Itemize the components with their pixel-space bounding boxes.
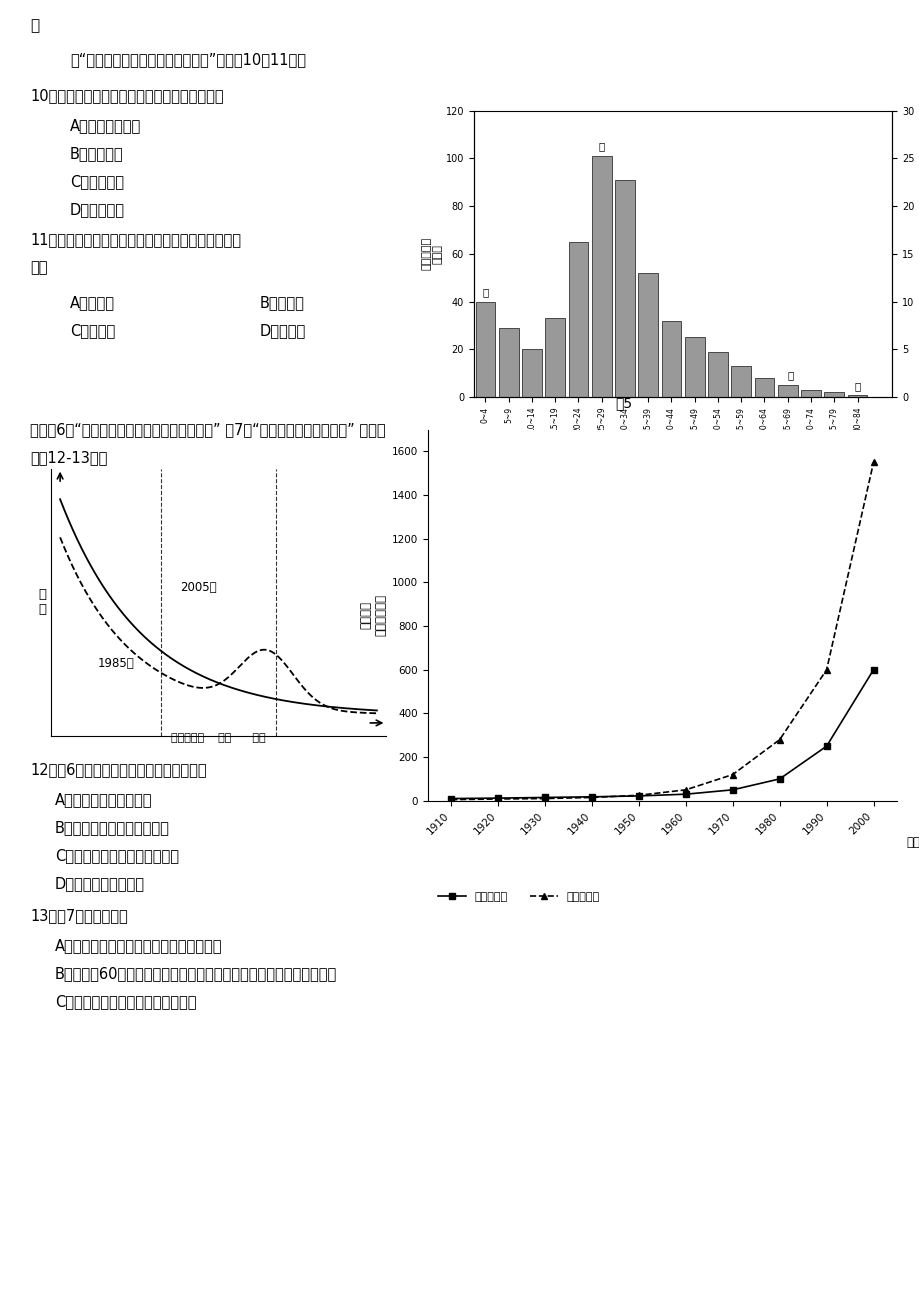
- Text: 下图图6为“某市同一地区不同时期地价曲线图” 图7为“该市城市规模的变化图” 读图，: 下图图6为“某市同一地区不同时期地价曲线图” 图7为“该市城市规模的变化图” 读…: [30, 422, 385, 437]
- Bar: [731, 366, 750, 397]
- Text: 90岁
及以
上: 90岁 及以 上: [880, 457, 893, 479]
- Text: 丁: 丁: [854, 381, 859, 391]
- Text: 丙: 丙: [787, 370, 793, 380]
- Bar: [777, 385, 797, 397]
- 城乡过渡带: [539, 790, 550, 806]
- 城市核心区: [867, 661, 878, 677]
- Bar: [638, 273, 657, 397]
- Text: 12．图6中郊区地价变化的原因最有可能是: 12．图6中郊区地价变化的原因最有可能是: [30, 762, 207, 777]
- Legend: 城市核心区, 城乡过渡带: 城市核心区, 城乡过渡带: [433, 888, 604, 906]
- Text: B．甲、丙: B．甲、丙: [260, 296, 304, 310]
- Text: A．甲、乙: A．甲、乙: [70, 296, 115, 310]
- Text: C．城市规模扩大，出现郊区城市化: C．城市规模扩大，出现郊区城市化: [55, 993, 197, 1009]
- Text: A．中心商务区整体外迁: A．中心商务区整体外迁: [55, 792, 153, 807]
- 城乡过渡带: [820, 661, 831, 677]
- Text: C．政治因素: C．政治因素: [70, 174, 124, 189]
- 城乡过渡带: [726, 767, 737, 783]
- 城市核心区: [773, 771, 784, 786]
- Text: 图6: 图6: [308, 682, 325, 697]
- Text: 13．图7反映了该城市: 13．图7反映了该城市: [30, 907, 128, 923]
- Text: 11．图中甲～丁为不同年龄段的迁移人口，相关明显: 11．图中甲～丁为不同年龄段的迁移人口，相关明显: [30, 232, 241, 247]
- Text: 10．影响该地区人口迁移的主要因素，最可能是: 10．影响该地区人口迁移的主要因素，最可能是: [30, 89, 223, 103]
- Bar: [846, 395, 867, 397]
- 城市核心区: [492, 790, 503, 806]
- Text: 图5: 图5: [614, 396, 631, 410]
- Bar: [708, 352, 727, 397]
- Text: C．郊区基础设施比城区更完善: C．郊区基础设施比城区更完善: [55, 848, 179, 863]
- Bar: [684, 337, 704, 397]
- 城市核心区: [539, 789, 550, 805]
- 城市核心区: [726, 783, 737, 798]
- Text: B．城市规模缩小，用地紧张: B．城市规模缩小，用地紧张: [55, 820, 170, 835]
- Bar: [475, 302, 494, 397]
- 城市核心区: [820, 738, 831, 754]
- 城乡过渡带: [632, 788, 643, 803]
- Text: D．经济因素: D．经济因素: [70, 202, 125, 217]
- Text: A．人口的老龄化: A．人口的老龄化: [70, 118, 142, 133]
- Bar: [823, 392, 844, 397]
- Bar: [545, 319, 564, 397]
- Text: A．城市化水平比较高，城市人口增长趋缓: A．城市化水平比较高，城市人口增长趋缓: [55, 937, 222, 953]
- Text: 乙: 乙: [598, 141, 604, 151]
- Bar: [615, 180, 634, 397]
- Text: 2005年: 2005年: [180, 581, 217, 594]
- Text: （年）: （年）: [905, 836, 919, 849]
- Text: 陵: 陵: [30, 18, 40, 33]
- Bar: [591, 156, 611, 397]
- Bar: [661, 320, 681, 397]
- Line: 城乡过渡带: 城乡过渡带: [448, 458, 876, 803]
- Bar: [498, 328, 518, 397]
- Bar: [568, 242, 587, 397]
- Text: C．乙、丙: C．乙、丙: [70, 323, 115, 339]
- Y-axis label: 不同年龄段
的人口迁移
(%): 不同年龄段 的人口迁移 (%): [916, 238, 919, 270]
- Y-axis label: 城市面积
（平方千米）: 城市面积 （平方千米）: [359, 594, 387, 637]
- 城乡过渡带: [773, 732, 784, 747]
- 城市核心区: [445, 790, 456, 806]
- Text: 读“某地人口迁移与年龄关系示意图”，回等10～11题。: 读“某地人口迁移与年龄关系示意图”，回等10～11题。: [70, 52, 306, 66]
- Text: 1985年: 1985年: [98, 658, 135, 671]
- Text: 的是: 的是: [30, 260, 48, 275]
- 城乡过渡带: [585, 789, 596, 805]
- 城市核心区: [585, 789, 596, 805]
- 城乡过渡带: [867, 454, 878, 470]
- 城市核心区: [632, 788, 643, 803]
- Text: 甲: 甲: [482, 286, 488, 297]
- Y-axis label: 人口迁移数
（万）: 人口迁移数 （万）: [421, 237, 442, 271]
- Text: 市中心市区    郊区      距离: 市中心市区 郊区 距离: [171, 733, 266, 743]
- Text: B．婚姻家庭: B．婚姻家庭: [70, 146, 123, 161]
- 城乡过渡带: [445, 792, 456, 807]
- Text: 完成12-13题。: 完成12-13题。: [30, 450, 108, 465]
- Text: B．上世纪60年代以前，城市核心区面积增长速度明显高于城乡过渡带: B．上世纪60年代以前，城市核心区面积增长速度明显高于城乡过渡带: [55, 966, 337, 980]
- Y-axis label: 地
价: 地 价: [39, 589, 46, 616]
- Bar: [754, 378, 774, 397]
- Text: D．乙、丁: D．乙、丁: [260, 323, 306, 339]
- Line: 城市核心区: 城市核心区: [448, 667, 876, 802]
- Text: D．郊区交通达度提高: D．郊区交通达度提高: [55, 876, 145, 891]
- Bar: [521, 349, 541, 397]
- 城乡过渡带: [492, 792, 503, 807]
- Bar: [800, 391, 820, 397]
- 城市核心区: [679, 786, 690, 802]
- 城乡过渡带: [679, 783, 690, 798]
- Text: 图7: 图7: [630, 730, 646, 743]
